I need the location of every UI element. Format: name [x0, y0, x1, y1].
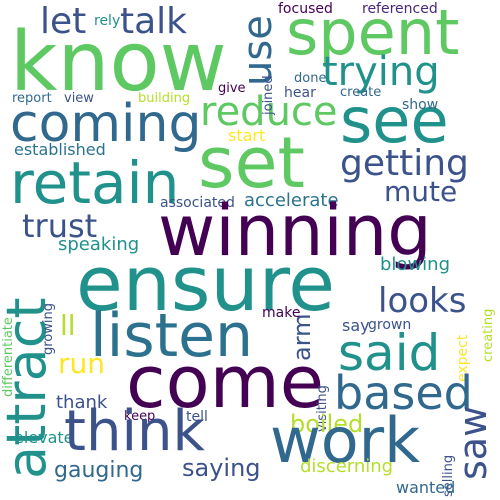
word-established: established	[14, 140, 106, 159]
word-ensure: ensure	[76, 239, 336, 328]
word-said: said	[338, 324, 441, 382]
word-done: done	[294, 71, 327, 86]
word-building: building	[138, 91, 191, 106]
word-come: come	[126, 340, 325, 424]
word-accelerate: accelerate	[244, 190, 339, 211]
word-looks: looks	[378, 281, 467, 321]
word-work: work	[270, 404, 421, 477]
word-saw: saw	[451, 405, 495, 480]
word-make: make	[262, 305, 301, 321]
word-blowing: blowing	[380, 254, 450, 275]
word-discerning: discerning	[300, 456, 394, 477]
word-referenced: referenced	[362, 1, 438, 17]
word-grown: grown	[368, 317, 412, 333]
word-create: create	[340, 85, 382, 100]
word-trust: trust	[22, 207, 98, 245]
word-mute: mute	[384, 175, 458, 208]
word-hear: hear	[284, 85, 316, 101]
word-see: see	[340, 84, 449, 157]
word-ll: ll	[60, 309, 76, 342]
word-joined: joined	[261, 75, 276, 115]
word-focused: focused	[278, 1, 333, 17]
word-retain: retain	[10, 149, 180, 217]
word-coming: coming	[10, 94, 202, 154]
word-saying: saying	[182, 454, 261, 482]
word-rely: rely	[94, 13, 121, 29]
word-differentiate: differentiate	[1, 317, 16, 397]
word-reduce: reduce	[200, 89, 338, 135]
word-speaking: speaking	[58, 234, 140, 255]
word-show: show	[402, 97, 439, 113]
word-creating: creating	[481, 308, 496, 362]
word-associated: associated	[160, 195, 235, 211]
word-talk: talk	[120, 1, 188, 42]
word-getting: getting	[340, 143, 469, 184]
word-give: give	[218, 81, 246, 96]
word-keep: keep	[124, 409, 156, 424]
word-trying: trying	[322, 49, 440, 95]
word-winning: winning	[158, 190, 432, 272]
word-wanted: wanted	[396, 478, 456, 497]
word-let: let	[40, 1, 87, 42]
word-say: say	[342, 316, 370, 335]
word-know: know	[10, 15, 227, 110]
word-think: think	[64, 399, 205, 464]
word-based: based	[334, 366, 473, 420]
word-gauging: gauging	[54, 458, 144, 483]
word-report: report	[12, 91, 52, 106]
word-growing: growing	[41, 303, 56, 355]
word-spent: spent	[286, 0, 460, 69]
word-run: run	[58, 347, 106, 380]
word-boiled: boiled	[290, 410, 364, 438]
word-set: set	[198, 122, 305, 204]
word-elevate: elevate	[14, 428, 74, 447]
word-start: start	[228, 126, 266, 145]
word-thank: thank	[56, 392, 108, 413]
word-view: view	[64, 91, 94, 106]
word-listen: listen	[90, 301, 254, 371]
word-tell: tell	[186, 409, 208, 425]
